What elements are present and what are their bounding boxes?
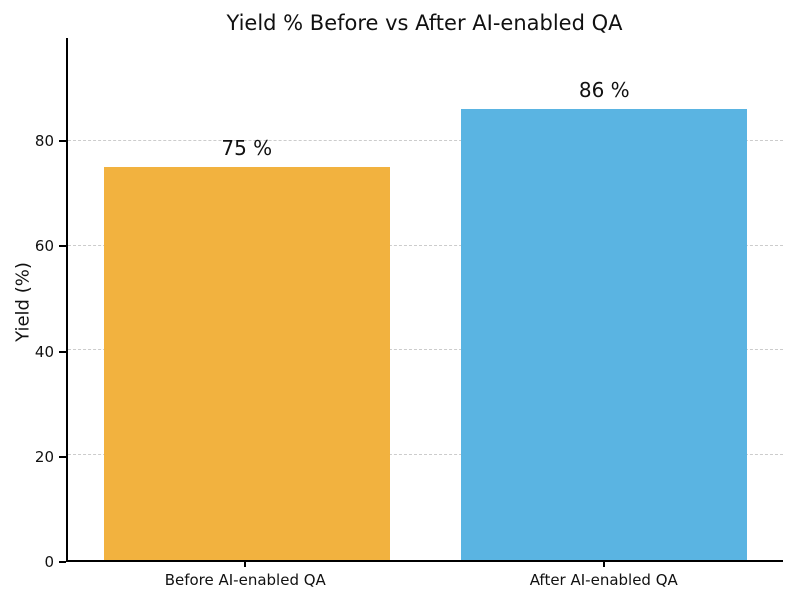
- y-tick-label-80: 80: [34, 132, 54, 151]
- x-tick-label-before: Before AI-enabled QA: [164, 571, 326, 589]
- bar-before: [103, 166, 390, 560]
- gridline-y-20: [68, 454, 783, 456]
- bar-after: [461, 109, 748, 560]
- y-tick-label-60: 60: [34, 237, 54, 256]
- x-axis: Before AI-enabled QA After AI-enabled QA: [66, 562, 783, 600]
- bar-value-label-before: 75 %: [221, 135, 273, 160]
- y-axis: 0 20 40 60 80: [0, 38, 66, 570]
- y-tick-label-40: 40: [34, 342, 54, 361]
- gridline-y-60: [68, 244, 783, 246]
- plot-area: 75 % 86 %: [66, 38, 783, 562]
- x-tick-mark-before: [244, 562, 247, 567]
- y-tick-mark-40: [59, 350, 66, 353]
- chart-title: Yield % Before vs After AI-enabled QA: [226, 11, 623, 35]
- y-tick-mark-60: [59, 245, 66, 248]
- y-tick-mark-80: [59, 140, 66, 143]
- y-tick-label-20: 20: [34, 447, 54, 466]
- x-tick-label-after: After AI-enabled QA: [529, 571, 678, 589]
- gridline-y-80: [68, 139, 783, 141]
- y-tick-mark-20: [59, 455, 66, 458]
- y-tick-label-0: 0: [44, 553, 54, 571]
- y-tick-mark-0: [59, 561, 66, 563]
- x-tick-mark-after: [602, 562, 605, 567]
- gridline-y-40: [68, 349, 783, 351]
- bar-value-label-after: 86 %: [578, 78, 630, 103]
